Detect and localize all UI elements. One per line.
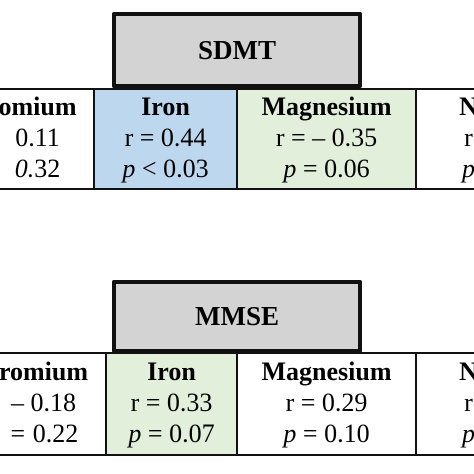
cell-header: omium [0, 92, 77, 122]
p-value: p [462, 419, 474, 449]
panel-title: MMSE [112, 280, 362, 353]
r-value: 0.11 [15, 122, 60, 152]
result-cell: omium 0.11 0.32 [0, 88, 95, 190]
cell-header: Iron [147, 356, 196, 386]
p-value: p < 0.03 [122, 153, 209, 183]
p-value: p [462, 153, 474, 183]
cell-header: Magnesium [261, 356, 392, 386]
r-value: r [464, 387, 473, 417]
p-value: p = 0.10 [283, 419, 370, 449]
p-value: = 0.22 [8, 419, 79, 449]
r-value: r = – 0.35 [275, 122, 378, 152]
result-cell: romium – 0.18 = 0.22 [0, 352, 107, 456]
p-value: p = 0.06 [283, 153, 370, 183]
result-cell: Iron r = 0.33 p = 0.07 [105, 352, 238, 456]
r-value: r = 0.29 [285, 387, 368, 417]
r-value: r = 0.33 [130, 387, 213, 417]
p-value: p = 0.07 [128, 419, 215, 449]
cell-header: N [459, 92, 474, 122]
result-cell: Magnesium r = 0.29 p = 0.10 [236, 352, 417, 456]
result-cell: Iron r = 0.44 p < 0.03 [93, 88, 238, 190]
cell-header: romium [0, 356, 89, 386]
p-value: 0.32 [14, 153, 61, 183]
r-value: r [464, 122, 473, 152]
r-value: r = 0.44 [124, 122, 207, 152]
r-value: – 0.18 [11, 387, 76, 417]
cell-header: N [459, 356, 474, 386]
result-cell: Magnesium r = – 0.35 p = 0.06 [236, 88, 417, 190]
connector [235, 349, 238, 354]
panel-title: SDMT [112, 12, 362, 88]
cell-header: Iron [141, 92, 190, 122]
connector [235, 84, 238, 90]
cell-header: Magnesium [261, 92, 392, 122]
